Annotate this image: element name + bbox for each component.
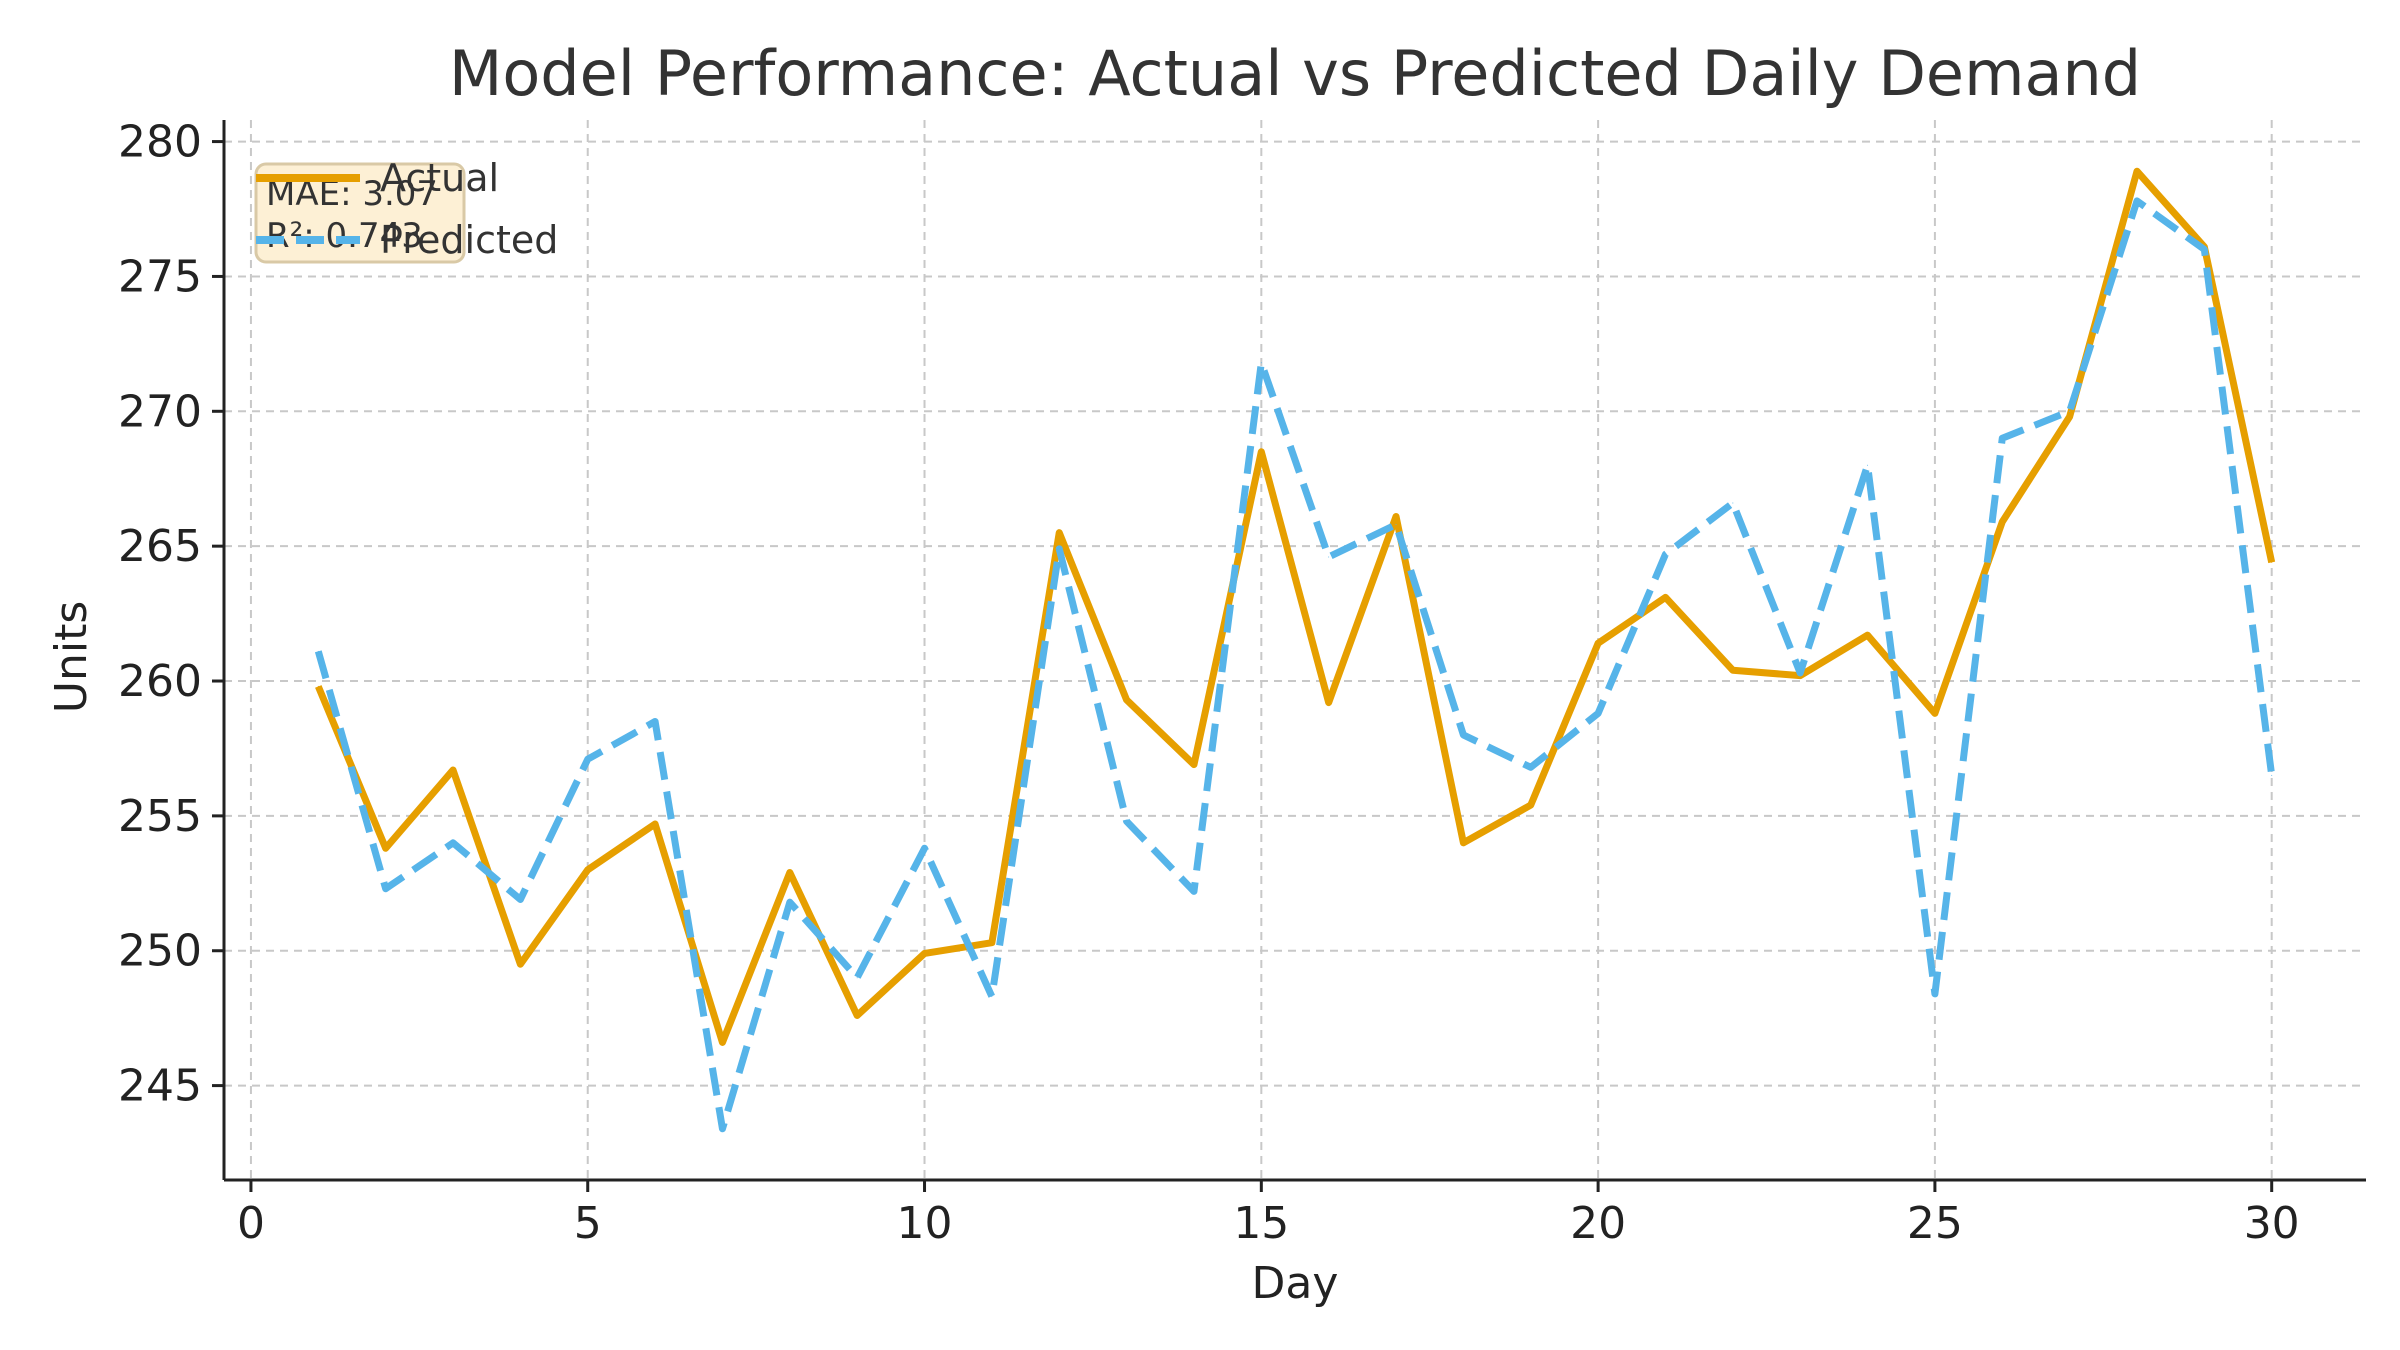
data-point-predicted [1126, 820, 1128, 822]
y-tick-label: 255 [118, 791, 202, 842]
axes [222, 120, 2366, 1182]
y-tick-label: 245 [118, 1061, 202, 1112]
x-tick-label: 5 [574, 1198, 602, 1249]
x-axis-label: Day [1252, 1258, 1339, 1309]
y-tick-label: 270 [118, 386, 202, 437]
series-line-actual [315, 167, 2276, 1046]
y-tick-label: 265 [118, 521, 202, 572]
data-point-actual [2069, 416, 2071, 418]
data-point-actual [654, 823, 656, 825]
data-point-actual [2271, 561, 2273, 563]
data-point-predicted [856, 977, 858, 979]
data-point-predicted [2001, 437, 2003, 439]
data-point-actual [1260, 451, 1262, 453]
x-tick-label: 30 [2244, 1198, 2300, 1249]
data-point-predicted [385, 888, 387, 890]
data-point-predicted [1395, 524, 1397, 526]
series-line-predicted [314, 197, 2276, 1133]
x-axis-ticks: 0 5 10 15 20 25 30 [237, 1180, 2300, 1249]
data-point-predicted [1462, 734, 1464, 736]
data-point-predicted [1597, 712, 1599, 714]
data-point-predicted [1799, 672, 1801, 674]
grid [224, 120, 2366, 1180]
x-tick-label: 15 [1233, 1198, 1289, 1249]
data-point-predicted [1867, 464, 1869, 466]
data-point-actual [385, 847, 387, 849]
data-point-predicted [1664, 553, 1666, 555]
data-point-actual [452, 769, 454, 771]
data-point-predicted [452, 842, 454, 844]
data-point-actual [1395, 515, 1397, 517]
data-point-predicted [1058, 548, 1060, 550]
data-point-actual [721, 1041, 723, 1043]
data-point-actual [587, 869, 589, 871]
data-point-predicted [1328, 556, 1330, 558]
x-tick-label: 0 [237, 1198, 265, 1249]
y-tick-label: 260 [118, 656, 202, 707]
x-tick-label: 20 [1570, 1198, 1626, 1249]
data-point-actual [991, 942, 993, 944]
data-point-actual [1530, 804, 1532, 806]
y-tick-label: 280 [118, 117, 202, 168]
data-point-predicted [1934, 993, 1936, 995]
data-point-predicted [2136, 200, 2138, 202]
data-point-actual [1058, 532, 1060, 534]
data-point-actual [1597, 642, 1599, 644]
data-point-predicted [654, 720, 656, 722]
data-point-predicted [789, 901, 791, 903]
data-point-actual [1126, 699, 1128, 701]
data-point-predicted [991, 996, 993, 998]
data-point-actual [519, 963, 521, 965]
x-tick-label: 25 [1907, 1198, 1963, 1249]
x-tick-label: 10 [897, 1198, 953, 1249]
data-point-actual [2001, 521, 2003, 523]
data-point-actual [924, 952, 926, 954]
data-point-predicted [1732, 502, 1734, 504]
data-point-predicted [1260, 362, 1262, 364]
data-point-actual [1462, 842, 1464, 844]
y-tick-label: 250 [118, 926, 202, 977]
data-point-actual [1328, 702, 1330, 704]
data-point-actual [1193, 764, 1195, 766]
data-point-actual [789, 872, 791, 874]
y-axis-label: Units [46, 601, 97, 714]
data-point-predicted [587, 758, 589, 760]
data-point-predicted [924, 847, 926, 849]
series-layer [314, 167, 2276, 1133]
data-point-predicted [2203, 248, 2205, 250]
data-point-predicted [721, 1128, 723, 1130]
data-point-predicted [2069, 410, 2071, 412]
data-point-predicted [2271, 774, 2273, 776]
data-point-actual [1867, 634, 1869, 636]
legend-label-predicted: Predicted [380, 218, 558, 262]
data-point-predicted [1530, 766, 1532, 768]
data-point-predicted [1193, 890, 1195, 892]
legend: Actual Predicted [256, 156, 558, 262]
y-tick-label: 275 [118, 251, 202, 302]
data-point-actual [856, 1014, 858, 1016]
data-point-predicted [317, 650, 319, 652]
chart-title: Model Performance: Actual vs Predicted D… [449, 37, 2141, 110]
data-point-predicted [519, 898, 521, 900]
data-point-actual [2136, 170, 2138, 172]
data-point-actual [1732, 669, 1734, 671]
data-point-actual [317, 685, 319, 687]
y-axis-ticks: 245 250 255 260 265 270 275 280 [118, 117, 224, 1112]
data-point-actual [1664, 596, 1666, 598]
legend-label-actual: Actual [380, 156, 499, 200]
data-point-actual [1934, 712, 1936, 714]
